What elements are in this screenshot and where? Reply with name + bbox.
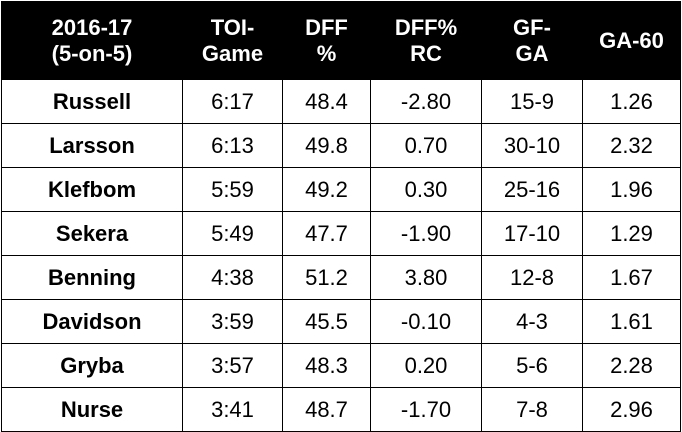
stat-cell: 51.2 [282, 255, 371, 300]
column-header-line: DFF% [394, 14, 458, 40]
column-header-line: Game [201, 40, 264, 66]
player-name-cell: Russell [1, 79, 183, 124]
stat-cell: 3:59 [182, 299, 283, 344]
column-header-line: (5-on-5) [51, 40, 133, 66]
column-header: TOI- Game [182, 1, 283, 80]
stat-cell: 1.29 [582, 211, 681, 256]
stat-cell: 5-6 [481, 343, 583, 388]
stat-cell: -0.10 [370, 299, 482, 344]
stat-cell: 4-3 [481, 299, 583, 344]
player-name-cell: Klefbom [1, 167, 183, 212]
stat-cell: 25-16 [481, 167, 583, 212]
player-name-cell: Benning [1, 255, 183, 300]
table-row: Nurse 3:41 48.7 -1.70 7-8 2.96 [1, 387, 681, 432]
stat-cell: -2.80 [370, 79, 482, 124]
stat-cell: -1.70 [370, 387, 482, 432]
stat-cell: 30-10 [481, 123, 583, 168]
stat-cell: 1.61 [582, 299, 681, 344]
player-name-cell: Sekera [1, 211, 183, 256]
column-header: GA-60 [582, 1, 681, 80]
stat-cell: 6:17 [182, 79, 283, 124]
column-header-line: TOI- [210, 14, 255, 40]
stat-cell: 1.26 [582, 79, 681, 124]
stat-cell: 0.20 [370, 343, 482, 388]
table-header: 2016-17 (5-on-5) TOI- Game DFF% DFF% RC GF- GA GA… [1, 1, 681, 80]
stat-cell: 47.7 [282, 211, 371, 256]
player-name-cell: Nurse [1, 387, 183, 432]
column-header: GF- GA [481, 1, 583, 80]
stat-cell: 3.80 [370, 255, 482, 300]
stat-cell: 48.4 [282, 79, 371, 124]
stat-cell: 4:38 [182, 255, 283, 300]
player-name-cell: Larsson [1, 123, 183, 168]
column-header-line: 2016-17 [51, 14, 133, 40]
stat-cell: 3:41 [182, 387, 283, 432]
stat-cell: 48.3 [282, 343, 371, 388]
player-name-cell: Davidson [1, 299, 183, 344]
stat-cell: 6:13 [182, 123, 283, 168]
column-header-line: DFF [305, 14, 348, 40]
stat-cell: 7-8 [481, 387, 583, 432]
stat-cell: 1.67 [582, 255, 681, 300]
table-row: Gryba 3:57 48.3 0.20 5-6 2.28 [1, 343, 681, 388]
column-header-line: GA [515, 40, 549, 66]
stat-cell: 15-9 [481, 79, 583, 124]
stat-cell: 2.28 [582, 343, 681, 388]
column-header-line: GF- [513, 14, 551, 40]
stat-cell: 0.70 [370, 123, 482, 168]
stat-cell: 48.7 [282, 387, 371, 432]
header-row: 2016-17 (5-on-5) TOI- Game DFF% DFF% RC GF- GA GA… [1, 1, 681, 80]
table-row: Klefbom 5:59 49.2 0.30 25-16 1.96 [1, 167, 681, 212]
column-header: 2016-17 (5-on-5) [1, 1, 183, 80]
table-row: Benning 4:38 51.2 3.80 12-8 1.67 [1, 255, 681, 300]
stat-cell: 49.2 [282, 167, 371, 212]
table-row: Sekera 5:49 47.7 -1.90 17-10 1.29 [1, 211, 681, 256]
column-header-line: GA-60 [599, 27, 664, 53]
stat-cell: 0.30 [370, 167, 482, 212]
stat-cell: 49.8 [282, 123, 371, 168]
stat-cell: 2.96 [582, 387, 681, 432]
stat-cell: 17-10 [481, 211, 583, 256]
stat-cell: 45.5 [282, 299, 371, 344]
stat-cell: 5:49 [182, 211, 283, 256]
table-row: Davidson 3:59 45.5 -0.10 4-3 1.61 [1, 299, 681, 344]
stat-cell: 12-8 [481, 255, 583, 300]
stat-cell: 2.32 [582, 123, 681, 168]
stat-cell: 5:59 [182, 167, 283, 212]
table-row: Larsson 6:13 49.8 0.70 30-10 2.32 [1, 123, 681, 168]
table-body: Russell 6:17 48.4 -2.80 15-9 1.26 Larsson 6:13 4… [1, 79, 681, 432]
column-header: DFF% [282, 1, 371, 80]
column-header-line: % [316, 40, 337, 66]
column-header-line: RC [410, 40, 442, 66]
stat-cell: 3:57 [182, 343, 283, 388]
table-row: Russell 6:17 48.4 -2.80 15-9 1.26 [1, 79, 681, 124]
stat-cell: -1.90 [370, 211, 482, 256]
stat-cell: 1.96 [582, 167, 681, 212]
player-name-cell: Gryba [1, 343, 183, 388]
column-header: DFF% RC [370, 1, 482, 80]
